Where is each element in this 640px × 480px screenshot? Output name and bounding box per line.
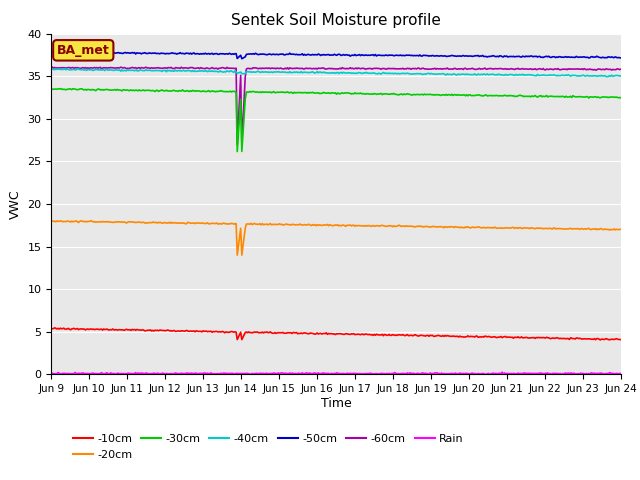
- -50cm: [320, 52, 328, 58]
- Rain: [47, 371, 55, 376]
- -60cm: [238, 142, 246, 147]
- Line: -10cm: -10cm: [51, 328, 621, 340]
- -20cm: [358, 223, 365, 229]
- Rain: [617, 371, 625, 376]
- Line: -50cm: -50cm: [51, 52, 621, 59]
- Y-axis label: VWC: VWC: [9, 189, 22, 219]
- -60cm: [47, 64, 55, 70]
- -40cm: [388, 71, 396, 76]
- -30cm: [605, 94, 613, 100]
- -10cm: [515, 335, 523, 341]
- -30cm: [617, 95, 625, 101]
- Rain: [515, 371, 523, 377]
- -50cm: [617, 55, 625, 61]
- -40cm: [61, 66, 68, 72]
- -10cm: [617, 336, 625, 342]
- -30cm: [358, 91, 365, 96]
- Line: Rain: Rain: [51, 372, 621, 374]
- Rain: [605, 370, 613, 376]
- -40cm: [605, 73, 613, 79]
- -40cm: [356, 70, 364, 76]
- -60cm: [617, 66, 625, 72]
- -40cm: [323, 70, 330, 76]
- -60cm: [320, 65, 328, 71]
- -30cm: [234, 149, 241, 155]
- -50cm: [388, 52, 396, 58]
- -30cm: [320, 90, 328, 96]
- -10cm: [323, 330, 330, 336]
- -50cm: [51, 49, 58, 55]
- -10cm: [47, 326, 55, 332]
- -60cm: [324, 66, 332, 72]
- Rain: [318, 371, 326, 376]
- -20cm: [617, 227, 625, 232]
- -60cm: [388, 66, 396, 72]
- -40cm: [617, 73, 625, 79]
- -10cm: [388, 333, 396, 338]
- -40cm: [47, 66, 55, 72]
- X-axis label: Time: Time: [321, 397, 351, 410]
- Rain: [356, 371, 364, 376]
- -60cm: [516, 66, 524, 72]
- -10cm: [596, 337, 604, 343]
- Line: -20cm: -20cm: [51, 221, 621, 255]
- Line: -30cm: -30cm: [51, 89, 621, 152]
- -30cm: [58, 86, 65, 92]
- Line: -40cm: -40cm: [51, 69, 621, 77]
- -20cm: [234, 252, 241, 258]
- Rain: [499, 369, 506, 375]
- Title: Sentek Soil Moisture profile: Sentek Soil Moisture profile: [231, 13, 441, 28]
- -10cm: [319, 331, 326, 336]
- -60cm: [358, 65, 365, 71]
- Line: -60cm: -60cm: [51, 67, 621, 144]
- -30cm: [516, 92, 524, 98]
- -50cm: [605, 54, 613, 60]
- -30cm: [388, 91, 396, 97]
- -60cm: [49, 64, 56, 70]
- -30cm: [47, 86, 55, 92]
- -20cm: [47, 218, 55, 224]
- -50cm: [47, 49, 55, 55]
- Legend: -10cm, -20cm, -30cm, -40cm, -50cm, -60cm, Rain: -10cm, -20cm, -30cm, -40cm, -50cm, -60cm…: [68, 430, 468, 464]
- -50cm: [516, 54, 524, 60]
- -20cm: [324, 222, 332, 228]
- -50cm: [324, 52, 332, 58]
- -60cm: [605, 66, 613, 72]
- Rain: [387, 371, 394, 377]
- -40cm: [604, 74, 611, 80]
- -40cm: [319, 70, 326, 75]
- Rain: [557, 372, 565, 377]
- -20cm: [320, 222, 328, 228]
- -50cm: [358, 52, 365, 58]
- -20cm: [87, 218, 95, 224]
- Rain: [321, 371, 329, 376]
- -30cm: [324, 90, 332, 96]
- -20cm: [388, 224, 396, 229]
- -40cm: [515, 72, 523, 77]
- -50cm: [238, 56, 246, 61]
- -10cm: [51, 325, 58, 331]
- -20cm: [605, 227, 613, 233]
- -10cm: [605, 337, 613, 343]
- -20cm: [516, 225, 524, 230]
- Text: BA_met: BA_met: [57, 44, 109, 57]
- -10cm: [356, 332, 364, 337]
